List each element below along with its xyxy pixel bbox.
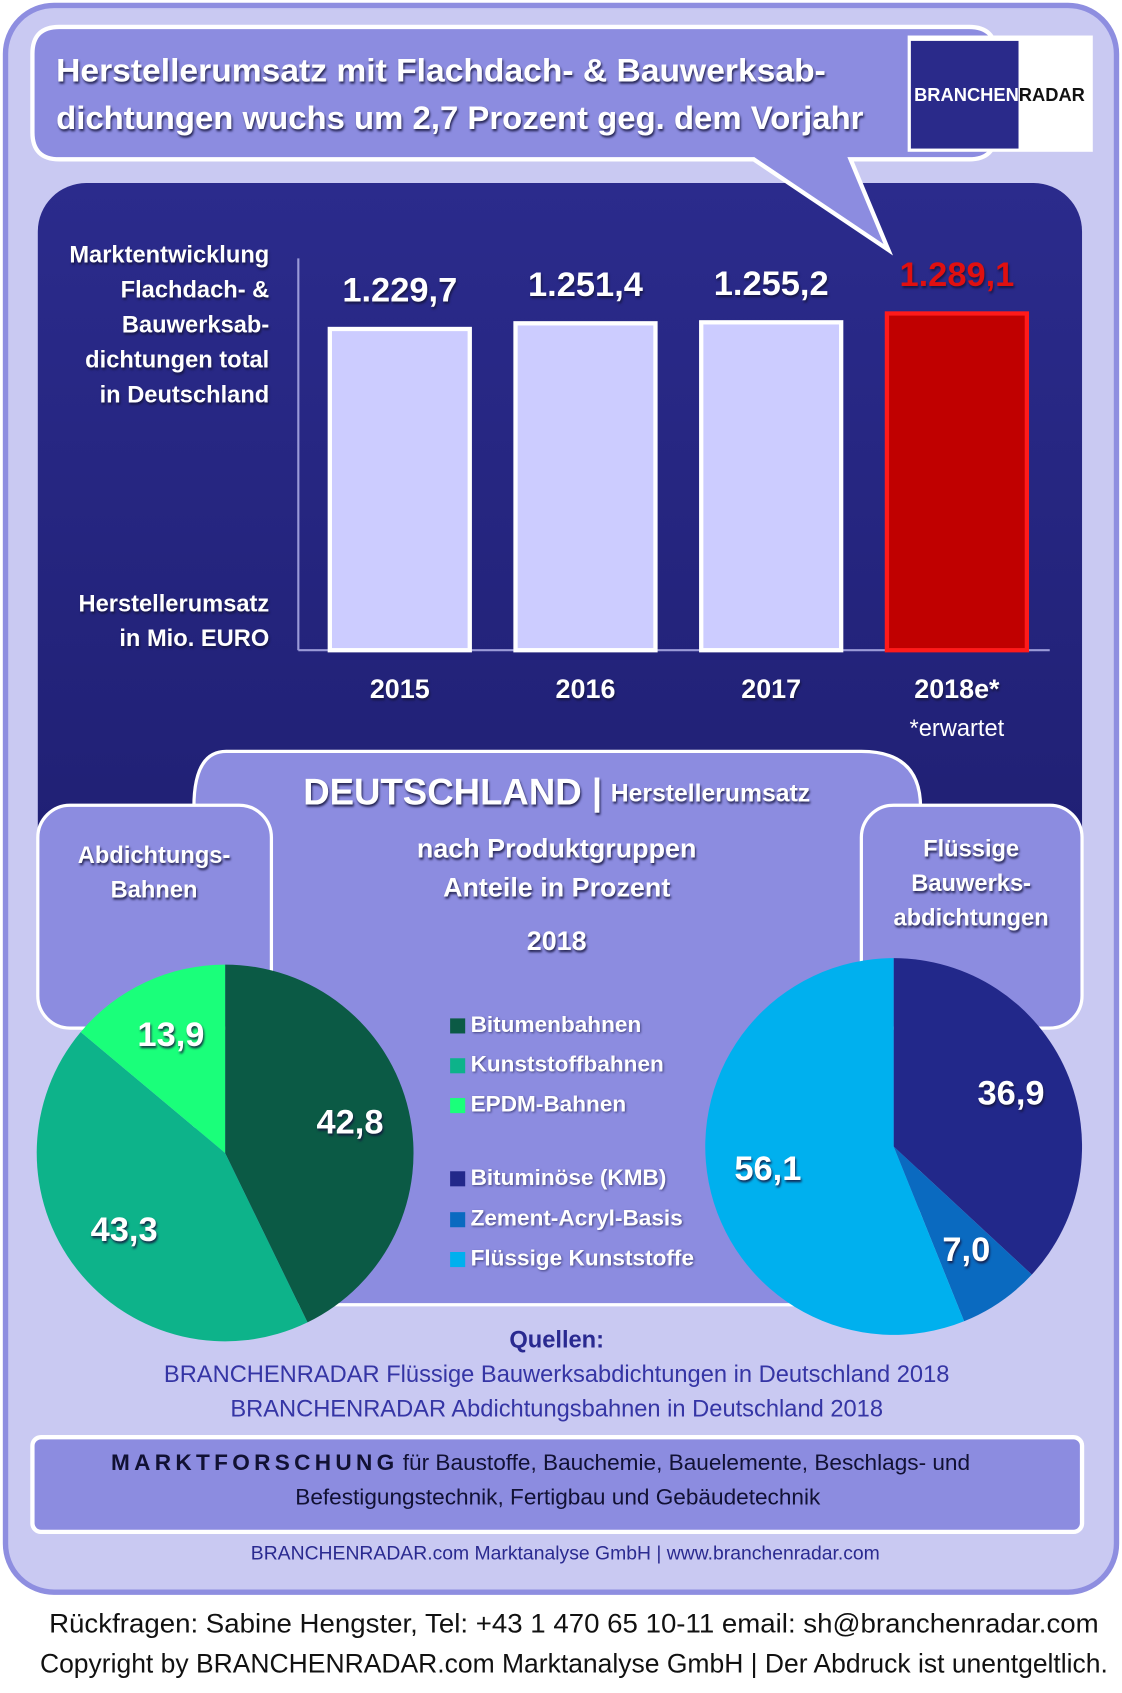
footnote: *erwartet [910,716,1005,742]
pie-label: 36,9 [978,1074,1045,1112]
heading-main: DEUTSCHLAND | [303,771,602,813]
pie-slice [705,958,965,1335]
y-label-line: Bauwerksab- [122,312,269,338]
tagline-box [30,1435,1085,1535]
legend-label: Bitumenbahnen [471,1012,642,1037]
x-tick-label: 2017 [741,674,801,704]
contact-line: Copyright by BRANCHENRADAR.com Marktanal… [40,1649,1108,1679]
logo-part: BRANCHEN [914,84,1019,105]
source-line: BRANCHENRADAR Abdichtungsbahnen in Deuts… [230,1397,883,1423]
bar [884,311,1030,653]
legend-swatch [450,1212,466,1228]
legend-label: Kunststoffbahnen [471,1052,664,1077]
footer-company: BRANCHENRADAR.com Marktanalyse GmbH | ww… [251,1543,880,1565]
pie-title: Bahnen [111,878,198,904]
tagline-text: für Baustoffe, Bauchemie, Bauelemente, B… [403,1450,970,1475]
pie-label: 42,8 [316,1103,383,1141]
y-label-line: Marktentwicklung [69,242,269,268]
pie-title: Abdichtungs- [78,843,231,869]
panel-heading: DEUTSCHLAND | Herstellerumsatz [303,771,810,813]
legend-swatch [450,1252,466,1268]
y-label-line: in Mio. EURO [119,626,269,652]
pie-title: abdichtungen [894,906,1049,932]
y-label-line: Herstellerumsatz [78,591,269,617]
x-tick-label: 2016 [556,674,616,704]
heading-sub: Herstellerumsatz [611,780,810,807]
pie-slice [225,964,414,1323]
panel-line: 2018 [527,926,587,956]
title-line: dichtungen wuchs um 2,7 Prozent geg. dem… [56,100,864,136]
x-tick-label: 2015 [370,674,430,704]
y-axis-label: Marktentwicklung Flachdach- & Bauwerksab-d… [69,242,269,652]
legend-swatch [450,1018,466,1034]
sources-label: Quellen: [509,1328,604,1354]
pie-slice [893,958,1083,1275]
value-label: 1.251,4 [528,266,643,304]
panel-line: nach Produktgruppen [417,834,697,864]
bar [327,326,472,653]
legend-swatch [450,1098,466,1114]
pie-slice [893,1146,1032,1322]
contact-line: Rückfragen: Sabine Hengster, Tel: +43 1 … [49,1609,1099,1639]
bar [513,321,658,653]
pie-label: 56,1 [734,1150,801,1188]
tagline-line: Befestigungstechnik, Fertigbau und Gebäu… [295,1484,821,1509]
y-label-line: in Deutschland [100,382,270,408]
bar [699,320,844,653]
value-label: 1.255,2 [714,265,829,303]
pie-title: Bauwerks- [911,871,1031,897]
legend-swatch [450,1058,466,1074]
pie-title: Flüssige [923,837,1019,863]
source-line: BRANCHENRADAR Flüssige Bauwerksabdichtun… [164,1362,950,1388]
x-tick-label: 2018e* [914,674,1000,704]
value-label: 1.229,7 [342,271,457,309]
pie-label: 13,9 [137,1016,204,1054]
logo-part: RADAR [1019,84,1085,105]
y-label-line: dichtungen total [85,347,269,373]
tagline-line: MARKTFORSCHUNG für Baustoffe, Bauchemie, … [111,1450,970,1475]
panel-line: Anteile in Prozent [443,872,670,902]
legend-label: Zement-Acryl-Basis [471,1206,683,1231]
pie-label: 43,3 [91,1211,158,1249]
pie-slice [80,964,226,1153]
legend-label: EPDM-Bahnen [471,1092,627,1117]
legend-label: Flüssige Kunststoffe [471,1246,694,1271]
logo-square [910,40,1019,149]
pie-slice [36,1031,308,1342]
y-label-line: Flachdach- & [121,277,270,303]
legend-label: Bituminöse (KMB) [471,1165,667,1190]
pie-label: 7,0 [942,1231,990,1269]
logo-text: BRANCHENRADAR [914,84,1085,105]
tagline-lead: MARKTFORSCHUNG [111,1450,398,1475]
title-line: Herstellerumsatz mit Flachdach- & Bauwer… [56,53,826,89]
value-label: 1.289,1 [899,256,1014,294]
legend-swatch [450,1171,466,1187]
